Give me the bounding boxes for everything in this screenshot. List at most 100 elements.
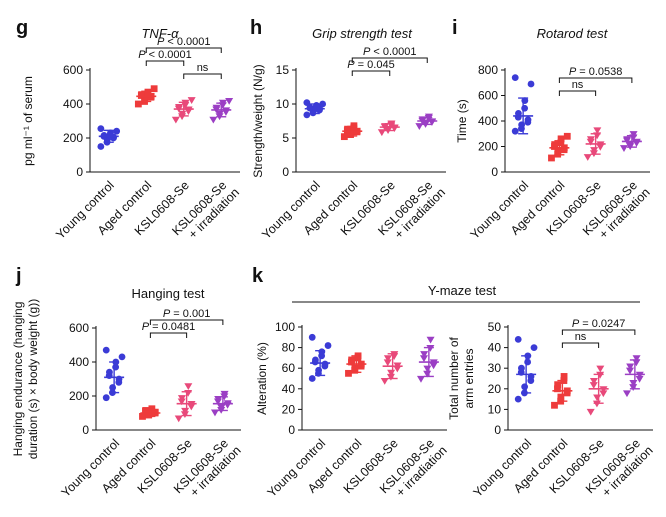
panel-j-title: Hanging test <box>132 286 205 301</box>
panel-i-title: Rotarod test <box>537 26 609 41</box>
panel-k2-series-2-point-4 <box>599 386 608 393</box>
panel-h-series-1-point-0 <box>340 133 348 141</box>
panel-g-significance-1-p: P <box>138 49 146 61</box>
panel-g-series-1-point-9 <box>150 85 158 93</box>
panel-g-significance-0: P < 0.0001 <box>145 36 222 53</box>
panel-i-ylabel-0: Time (s) <box>455 99 469 143</box>
panel-g-series-2-point-8 <box>181 99 190 107</box>
panel-h-ytick-label-0: 0 <box>282 165 289 179</box>
panel-g-series-0-point-6 <box>100 132 108 139</box>
panel-j-series-2-point-6 <box>177 395 186 402</box>
panel-g-series-1 <box>134 85 158 108</box>
panel-k2-series-1-point-5 <box>554 385 561 393</box>
panel-i-series-3-point-6 <box>623 136 632 144</box>
panel-h-ylabel-0: Strength/weight (N/g) <box>251 64 265 177</box>
panel-j-significance-0-value: = 0.001 <box>170 308 210 320</box>
panel-h-series-0-point-0 <box>303 111 311 119</box>
panel-k2-series-3-point-8 <box>632 355 641 363</box>
panel-k2-significance-1-label: ns <box>575 331 587 343</box>
panel-k1-ytick-label-2: 40 <box>282 382 296 396</box>
panel-i-significance-0-p: P <box>569 66 577 78</box>
panel-k2-series-2-point-2 <box>593 394 602 402</box>
panel-j-ytick-label-1: 200 <box>69 389 89 403</box>
panel-h-series-1-point-6 <box>344 125 351 133</box>
panel-k1-series-3-point-3 <box>429 362 438 370</box>
panel-k2-series-3-point-3 <box>635 375 644 383</box>
panel-h-significance-1-label: P = 0.045 <box>347 59 394 71</box>
panel-j-series-0-point-0 <box>102 394 110 402</box>
panel-i-significance-0-label: P = 0.0538 <box>569 66 623 78</box>
panel-k2-ytick-label-3: 30 <box>488 361 502 375</box>
panel-g-significance-0-p: P <box>157 36 165 48</box>
panel-i-series-2 <box>583 127 606 161</box>
panel-h-significance-0-p: P <box>363 46 371 58</box>
panel-h-series-0-point-9 <box>319 100 327 108</box>
panel-k2-series-2 <box>586 365 609 416</box>
panel-g-series-3 <box>209 98 234 124</box>
panel-h-ytick-label-2: 10 <box>276 97 290 111</box>
panel-k2-series-0-point-2 <box>521 383 529 391</box>
panel-k1-series-1-point-2 <box>351 364 359 372</box>
panel-i-series-1-point-8 <box>557 135 565 143</box>
panel-j-series-0-point-2 <box>109 384 117 391</box>
panel-k1-series-0-point-2 <box>315 366 323 374</box>
panel-k2-series-1-point-0 <box>551 401 558 409</box>
panel-k2-series-1-point-2 <box>557 393 565 401</box>
panel-k2-series-0-point-0 <box>514 395 522 403</box>
panel-g-series-0-point-0 <box>97 143 105 150</box>
panel-g-series-2-point-4 <box>184 106 193 114</box>
panel-h-ytick-label-1: 5 <box>282 131 289 145</box>
panel-k2-significance-0-label: P = 0.0247 <box>572 318 626 330</box>
panel-k2-series-0-point-9 <box>530 344 538 351</box>
panel-k2-series-2-point-0 <box>586 408 595 416</box>
panel-k1-series-3-point-5 <box>419 355 428 363</box>
panel-i-series-0-point-0 <box>511 127 519 135</box>
panel-i-series-0 <box>511 74 535 135</box>
panel-i-series-1-point-0 <box>548 154 555 162</box>
panel-h-significance-0: P < 0.0001 <box>351 46 428 63</box>
panel-i-series-1-point-6 <box>551 141 559 148</box>
panel-h-significance-0-value: < 0.0001 <box>370 46 416 58</box>
panel-k2-significance-0-p: P <box>572 318 580 330</box>
panel-k1-series-3 <box>416 336 439 383</box>
panel-i-ytick-label-3: 600 <box>478 89 498 103</box>
panel-i-significance-1-bracket <box>558 90 597 96</box>
panel-k1-series-0-point-10 <box>308 333 316 341</box>
panel-j-series-1-point-7 <box>148 405 156 413</box>
panel-i-series-0-point-4 <box>524 116 532 124</box>
panel-j-series-0 <box>102 346 126 402</box>
panel-k1-series-1-point-0 <box>345 369 352 377</box>
panel-h-title: Grip strength test <box>312 26 413 41</box>
panel-j-significance-1-value: = 0.0481 <box>149 321 195 333</box>
panel-j-series-1 <box>139 405 161 420</box>
panel-k2-significance-1: ns <box>561 331 600 348</box>
panel-g-significance-1-bracket <box>145 60 185 66</box>
panel-i-series-0-point-9 <box>527 80 535 88</box>
panel-i-series-1-point-2 <box>554 148 562 155</box>
panel-i-series-3-point-4 <box>632 138 641 146</box>
panel-k1-ytick-label-1: 20 <box>282 402 296 416</box>
panel-g-series-3-point-9 <box>225 98 234 105</box>
panel-g-ytick-label-3: 600 <box>63 63 83 77</box>
panel-g-series-0 <box>97 125 121 150</box>
panel-i-series-2-point-6 <box>586 136 595 144</box>
panel-i-series-1-point-7 <box>557 139 565 147</box>
panel-i-significance-0-value: = 0.0538 <box>576 66 622 78</box>
panel-g-significance-0-label: P < 0.0001 <box>157 36 211 48</box>
panel-k1-series-3-point-6 <box>420 351 429 358</box>
panel-j-significance-1: P = 0.0481 <box>142 321 195 338</box>
panel-i-series-0-point-2 <box>518 121 526 129</box>
panel-k2-series-0-point-7 <box>524 358 532 366</box>
panel-g-series-1-point-6 <box>138 91 145 99</box>
panel-g: g TNF-α 0 200 400 600 pg ml⁻¹ of serum P < 0.00… <box>16 17 242 242</box>
panel-g-series-0-point-10 <box>97 125 105 133</box>
panel-i-ytick-label-1: 200 <box>478 140 498 154</box>
panel-h-series-0-point-10 <box>303 99 311 107</box>
panel-k2-ytick-label-1: 10 <box>488 402 502 416</box>
panel-h-series-2 <box>377 120 400 137</box>
panel-k2-series-1 <box>551 373 573 409</box>
panel-j-series-2-point-8 <box>184 383 193 390</box>
panel-h-ytick-label-3: 15 <box>276 63 290 77</box>
